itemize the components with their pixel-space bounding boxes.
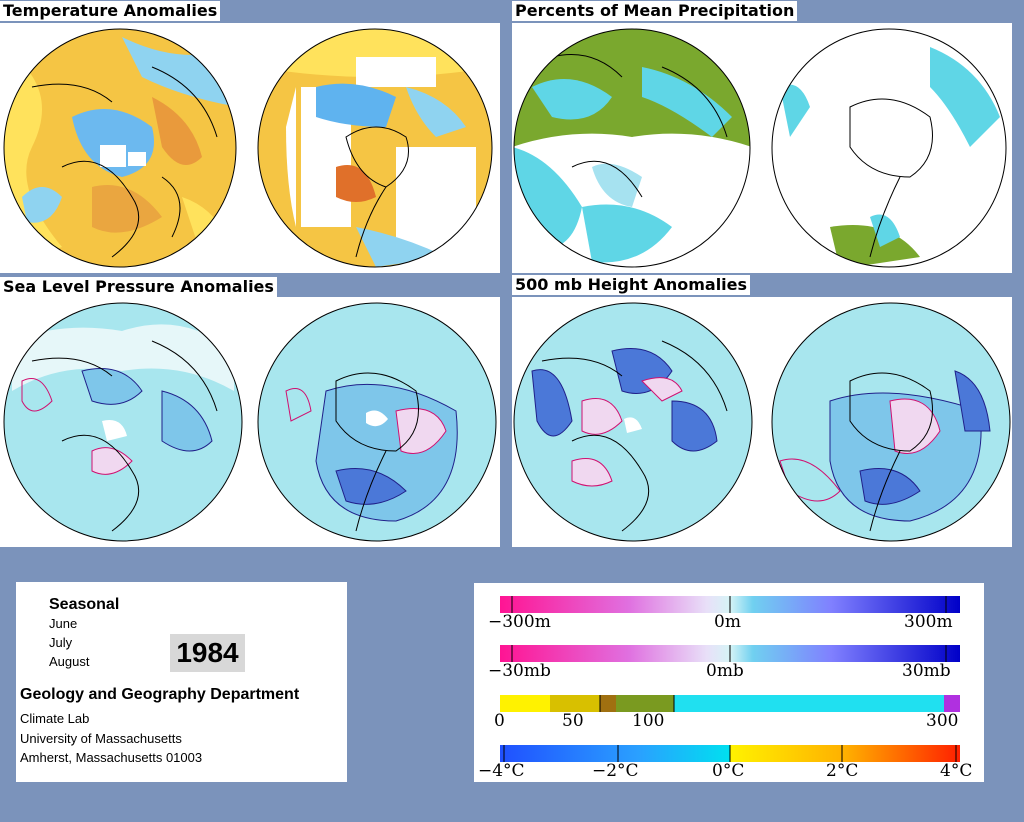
precipitation-scale-label: 100 (632, 711, 665, 731)
temperature-scale-label: 2°C (826, 761, 859, 781)
address-line: University of Massachusetts (20, 731, 182, 746)
height-scale-label: −300m (488, 612, 551, 632)
height-panel: 500 mb Height Anomalies (512, 275, 1012, 547)
precipitation-color-scale (500, 695, 960, 712)
height-northern-hemisphere-map (512, 301, 754, 543)
temperature-scale-label: −2°C (592, 761, 639, 781)
temperature-northern-hemisphere-map (2, 27, 238, 269)
address-line: Climate Lab (20, 711, 90, 726)
temperature-color-scale (500, 745, 960, 762)
address-line: Amherst, Massachusetts 01003 (20, 750, 203, 765)
pressure-color-scale (500, 645, 960, 662)
pressure-scale-label: −30mb (488, 661, 551, 681)
info-box: Seasonal June July August 1984 Geology a… (16, 582, 347, 782)
precipitation-panel: Percents of Mean Precipitation (512, 1, 1012, 273)
month-label: July (49, 635, 73, 650)
pressure-southern-hemisphere-map (256, 301, 498, 543)
height-color-scale (500, 596, 960, 613)
temperature-southern-hemisphere-map (256, 27, 494, 269)
legend-box: −300m 0m 300m −30mb 0mb 30mb 0 50 100 30… (474, 583, 984, 782)
department-label: Geology and Geography Department (20, 686, 300, 703)
precipitation-scale-label: 50 (562, 711, 584, 731)
pressure-panel: Sea Level Pressure Anomalies (0, 277, 500, 547)
month-label: August (49, 654, 90, 669)
precipitation-scale-label: 0 (494, 711, 505, 731)
precipitation-panel-title: Percents of Mean Precipitation (512, 1, 798, 21)
precipitation-southern-hemisphere-map (770, 27, 1008, 269)
temperature-scale-label: −4°C (478, 761, 525, 781)
pressure-scale-label: 30mb (902, 661, 951, 681)
temperature-scale-label: 0°C (712, 761, 745, 781)
height-scale-label: 0m (714, 612, 741, 632)
pressure-northern-hemisphere-map (2, 301, 244, 543)
pressure-scale-label: 0mb (706, 661, 744, 681)
height-southern-hemisphere-map (770, 301, 1012, 543)
period-label: Seasonal (49, 596, 120, 613)
precipitation-northern-hemisphere-map (512, 27, 752, 269)
height-scale-label: 300m (904, 612, 953, 632)
temperature-scale-label: 4°C (940, 761, 973, 781)
year-label: 1984 (170, 634, 245, 672)
height-panel-title: 500 mb Height Anomalies (512, 275, 751, 295)
pressure-panel-title: Sea Level Pressure Anomalies (0, 277, 277, 297)
temperature-panel-title: Temperature Anomalies (0, 1, 221, 21)
month-label: June (49, 616, 78, 631)
precipitation-scale-label: 300 (926, 711, 959, 731)
temperature-panel: Temperature Anomalies (0, 1, 500, 273)
